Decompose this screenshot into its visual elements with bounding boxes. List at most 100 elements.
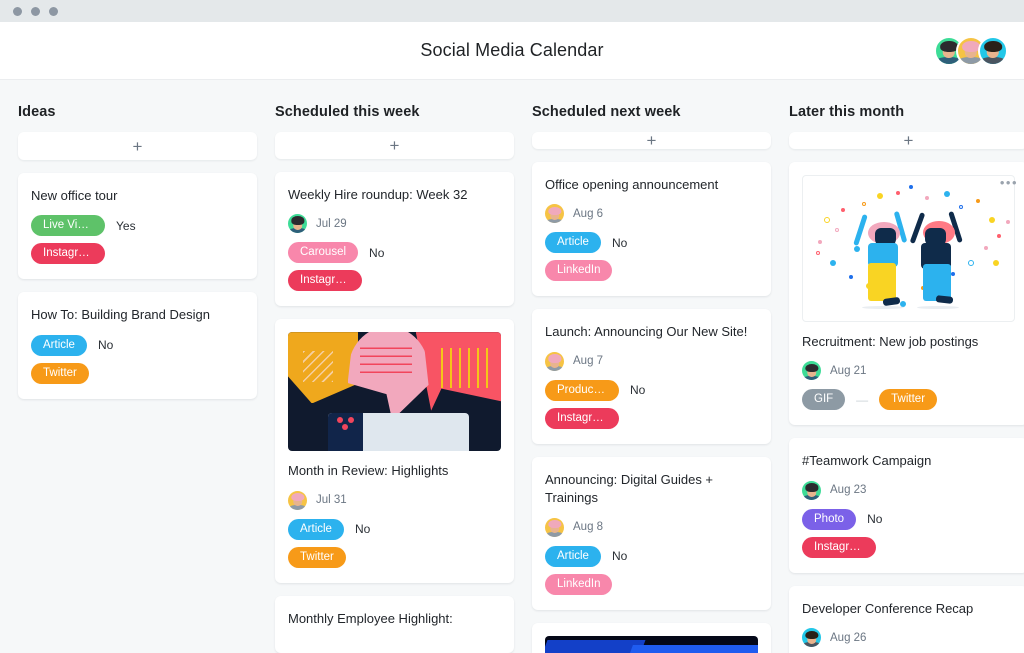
card-tags: Produce… No Instagram <box>545 379 758 429</box>
card-image-celebration <box>802 175 1015 322</box>
task-card[interactable]: Office opening announcement Aug 6 Article N… <box>532 162 771 297</box>
card-meta: Jul 31 <box>288 490 501 510</box>
card-tag[interactable]: Photo <box>802 508 857 530</box>
card-tag[interactable]: Twitter <box>288 546 346 568</box>
card-list: New office tour Live Video Yes Instagram How… <box>18 173 257 399</box>
card-tag[interactable]: GIF <box>802 389 846 411</box>
card-due-date: Aug 7 <box>573 355 604 368</box>
card-tags: GIF — Twitter <box>802 389 1015 411</box>
assignee-avatar[interactable] <box>545 204 564 224</box>
card-tag[interactable]: Instagram <box>545 407 619 429</box>
kanban-board[interactable]: Ideas + New office tour Live Video Yes Instag… <box>0 80 1024 653</box>
card-title: New office tour <box>31 188 118 203</box>
add-card-button[interactable]: + <box>275 132 514 159</box>
assignee-avatar[interactable] <box>802 480 821 500</box>
card-tag[interactable]: Live Video <box>31 215 105 237</box>
task-card[interactable]: Monthly Employee Highlight: <box>275 595 514 653</box>
task-card[interactable]: How To: Building Brand Design Article No Tw… <box>18 292 257 399</box>
card-tags: Carousel No Instagram <box>288 242 501 292</box>
card-answer: No <box>630 383 646 398</box>
card-due-date: Aug 23 <box>830 484 867 497</box>
card-list: Office opening announcement Aug 6 Article N… <box>532 162 771 653</box>
window-close-dot[interactable] <box>13 6 22 16</box>
task-card[interactable]: Weekly Hire roundup: Week 32 Jul 29 Carous… <box>275 171 514 307</box>
tag-separator: — <box>856 392 869 407</box>
card-tag[interactable]: Carousel <box>288 242 359 264</box>
assignee-avatar[interactable] <box>802 361 821 381</box>
card-tag[interactable]: Article <box>288 518 344 540</box>
card-tags: Article No LinkedIn <box>545 232 758 282</box>
task-card[interactable]: #Teamwork Campaign Aug 23 Photo No Instagram <box>789 438 1024 573</box>
board-column: Later this month + ••• Recruitment: New job… <box>789 104 1024 653</box>
card-tag[interactable]: Article <box>31 334 87 356</box>
card-due-date: Jul 31 <box>316 494 347 507</box>
column-title: Ideas <box>18 104 56 120</box>
plus-icon: + <box>903 131 914 150</box>
card-due-date: Aug 6 <box>573 207 604 220</box>
card-due-date: Aug 26 <box>830 631 867 644</box>
card-title: How To: Building Brand Design <box>31 307 210 323</box>
card-meta: Aug 7 <box>545 351 758 371</box>
card-answer: No <box>97 338 114 353</box>
card-tags: Article No Twitter <box>288 518 501 568</box>
column-title: Scheduled this week <box>275 104 420 120</box>
card-tags: Article No LinkedIn <box>545 545 758 595</box>
assignee-avatar[interactable] <box>288 214 307 234</box>
assignee-avatar[interactable] <box>545 517 564 537</box>
card-title: Office opening announcement <box>545 177 719 192</box>
card-tags: Article No Twitter <box>31 334 244 384</box>
card-tag[interactable]: Article <box>545 545 601 567</box>
card-due-date: Aug 21 <box>830 364 867 377</box>
card-answer: No <box>354 522 371 537</box>
add-card-button[interactable]: + <box>789 132 1024 149</box>
board-column: Scheduled this week + Weekly Hire roundup:… <box>275 104 514 653</box>
card-meta: Aug 26 <box>802 628 1015 648</box>
card-title: Weekly Hire roundup: Week 32 <box>288 186 468 202</box>
task-card[interactable]: ••• Recruitment: New job postings Aug 21 GI… <box>789 162 1024 426</box>
card-title: Monthly Employee Highlight: <box>288 610 453 626</box>
card-title: Launch: Announcing Our New Site! <box>545 324 748 340</box>
task-card[interactable]: Month in Review: Highlights Jul 31 Article… <box>275 319 514 583</box>
window-maximize-dot[interactable] <box>49 6 58 16</box>
column-title: Later this month <box>789 104 905 120</box>
card-title: Developer Conference Recap <box>802 600 974 616</box>
task-card[interactable]: Developer Conference Recap Aug 26 <box>789 585 1024 653</box>
add-card-button[interactable]: + <box>532 132 771 149</box>
card-answer: No <box>611 235 628 250</box>
card-title: Announcing: Digital Guides + Trainings <box>545 471 714 506</box>
window-minimize-dot[interactable] <box>31 6 40 16</box>
card-meta: Aug 21 <box>802 361 1015 381</box>
card-tag[interactable]: Instagram <box>802 536 876 558</box>
card-tag[interactable]: LinkedIn <box>545 260 613 282</box>
card-tag[interactable]: Twitter <box>879 389 938 411</box>
card-tag[interactable]: Article <box>545 232 601 254</box>
card-tag[interactable]: Produce… <box>545 379 619 401</box>
task-card[interactable]: New office tour Live Video Yes Instagram <box>18 173 257 280</box>
card-answer: Yes <box>116 218 136 233</box>
card-tag[interactable]: Instagram <box>31 243 105 265</box>
task-card[interactable]: Launch: Announcing Our New Site! Aug 7 Pro… <box>532 309 771 444</box>
add-card-button[interactable]: + <box>18 132 257 160</box>
card-menu-icon[interactable]: ••• <box>999 175 1018 190</box>
window-titlebar <box>0 0 1024 22</box>
card-tag[interactable]: Twitter <box>31 362 89 384</box>
card-due-date: Jul 29 <box>316 217 347 230</box>
avatar[interactable] <box>978 35 1008 66</box>
board-column: Ideas + New office tour Live Video Yes Instag… <box>18 104 257 653</box>
card-tag[interactable]: LinkedIn <box>545 573 613 595</box>
card-meta: Aug 8 <box>545 517 758 537</box>
collaborator-avatars <box>934 35 1008 66</box>
assignee-avatar[interactable] <box>545 351 564 371</box>
card-image-speech-bubbles <box>288 332 501 452</box>
card-due-date: Aug 8 <box>573 521 604 534</box>
assignee-avatar[interactable] <box>288 490 307 510</box>
card-meta: Aug 23 <box>802 480 1015 500</box>
assignee-avatar[interactable] <box>802 628 821 648</box>
task-card[interactable] <box>532 622 771 653</box>
task-card[interactable]: Announcing: Digital Guides + Trainings Au… <box>532 456 771 610</box>
card-answer: No <box>867 512 883 527</box>
card-tag[interactable]: Instagram <box>288 270 362 292</box>
card-title: Month in Review: Highlights <box>288 463 449 479</box>
board-column: Scheduled next week + Office opening annou… <box>532 104 771 653</box>
card-meta: Aug 6 <box>545 204 758 224</box>
